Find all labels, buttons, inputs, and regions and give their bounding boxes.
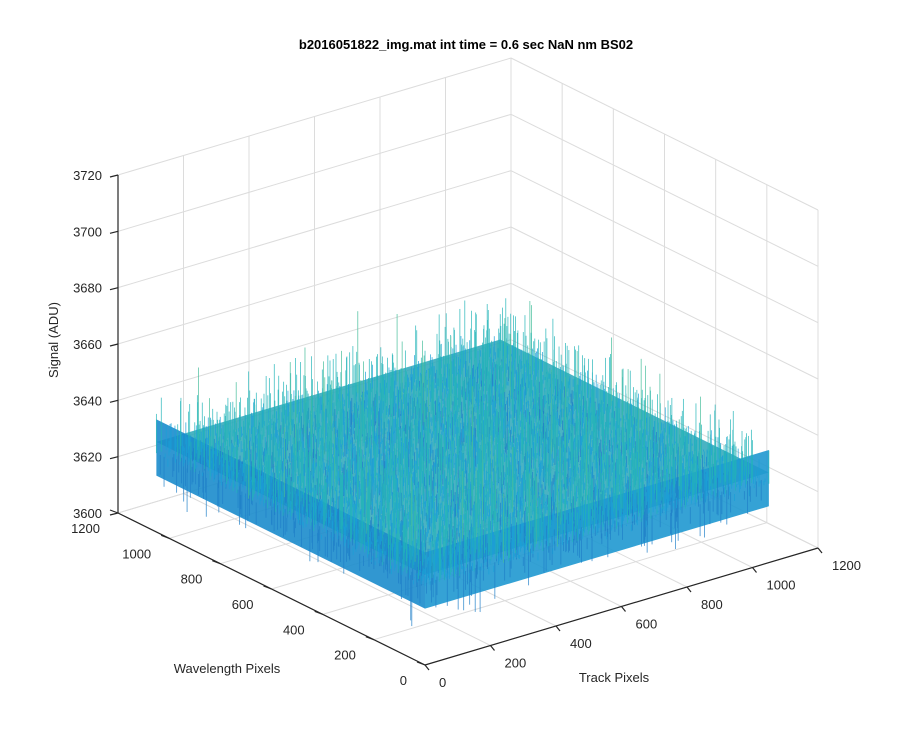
gridline — [117, 282, 512, 401]
gridline — [117, 170, 512, 289]
gridline — [510, 113, 819, 267]
gridline — [510, 170, 819, 324]
surface-noise — [155, 298, 770, 627]
gridline — [117, 113, 512, 232]
gridline — [117, 57, 512, 176]
gridline — [510, 282, 819, 436]
gridline — [373, 522, 767, 641]
gridline — [117, 226, 512, 345]
gridline — [510, 57, 819, 211]
gridline — [510, 226, 819, 380]
surface-plot — [155, 298, 770, 627]
